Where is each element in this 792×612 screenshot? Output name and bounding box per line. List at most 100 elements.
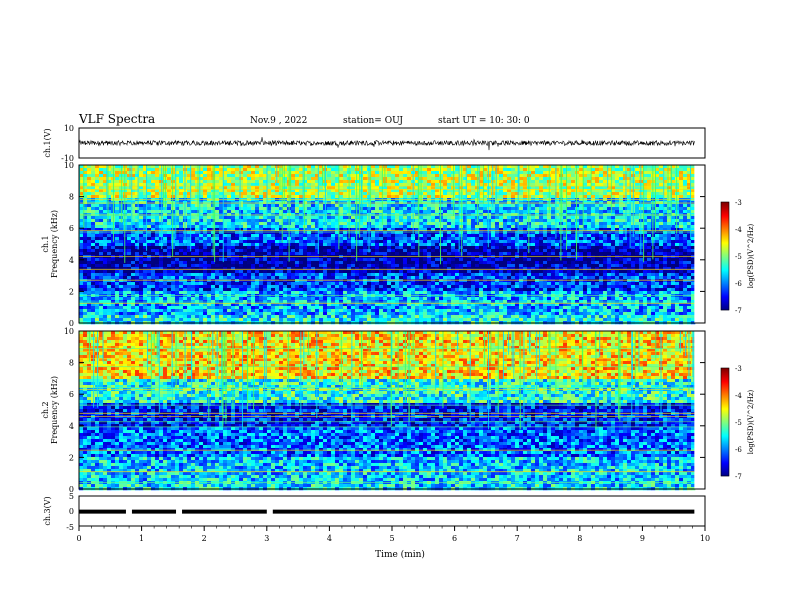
spectrogram-cell xyxy=(327,180,332,184)
spectrogram-cell xyxy=(279,234,284,238)
spectrogram-cell xyxy=(203,219,208,223)
spectrogram-cell xyxy=(311,243,316,247)
spectrogram-cell xyxy=(555,237,560,241)
spectrogram-cell xyxy=(167,249,172,253)
spectrogram-cell xyxy=(691,240,696,244)
spectrogram-cell xyxy=(431,171,436,175)
spectrogram-cell xyxy=(427,177,432,181)
spectrogram-cell xyxy=(671,228,676,232)
spectrogram-cell xyxy=(187,186,192,190)
spectrogram-cell xyxy=(503,258,508,262)
spectrogram-cell xyxy=(547,219,552,223)
spectrogram-cell xyxy=(315,183,320,187)
spectrogram-cell xyxy=(355,171,360,175)
spectrogram-cell xyxy=(503,189,508,193)
spectrogram-cell xyxy=(511,165,516,169)
spectrogram-cell xyxy=(243,240,248,244)
spectrogram-cell xyxy=(187,189,192,193)
spectrogram-cell xyxy=(587,195,592,199)
spectrogram-cell xyxy=(619,204,624,208)
spectrogram-cell xyxy=(343,165,348,169)
spectrogram-cell xyxy=(147,204,152,208)
spectrogram-cell xyxy=(159,228,164,232)
spectrogram-cell xyxy=(531,207,536,211)
spectrogram-cell xyxy=(243,243,248,247)
spectrogram-cell xyxy=(539,216,544,220)
spectrogram-cell xyxy=(103,183,108,187)
spectrogram-cell xyxy=(375,228,380,232)
spectrogram-cell xyxy=(319,204,324,208)
spectrogram-cell xyxy=(167,258,172,262)
spectrogram-cell xyxy=(431,165,436,169)
spectrogram-cell xyxy=(263,174,268,178)
spectrogram-cell xyxy=(591,207,596,211)
spectrogram-cell xyxy=(103,195,108,199)
spectrogram-cell xyxy=(651,258,656,262)
spectrogram-cell xyxy=(331,174,336,178)
spectrogram-cell xyxy=(627,171,632,175)
spectrogram-cell xyxy=(343,204,348,208)
spectrogram-cell xyxy=(231,219,236,223)
spectrogram-cell xyxy=(379,168,384,172)
spectrogram-cell xyxy=(375,243,380,247)
spectrogram-cell xyxy=(291,234,296,238)
spectrogram-cell xyxy=(463,177,468,181)
spectrogram-cell xyxy=(87,243,92,247)
spectrogram-cell xyxy=(391,234,396,238)
spectrogram-cell xyxy=(595,207,600,211)
spectrogram-cell xyxy=(471,195,476,199)
spectrogram-cell xyxy=(423,192,428,196)
spectrogram-cell xyxy=(291,228,296,232)
spectrogram-cell xyxy=(483,183,488,187)
spectrogram-cell xyxy=(371,186,376,190)
spectrogram-cell xyxy=(599,189,604,193)
spectrogram-cell xyxy=(359,249,364,253)
spectrogram-cell xyxy=(219,207,224,211)
spectrogram-cell xyxy=(391,237,396,241)
spectrogram-cell xyxy=(611,180,616,184)
spectrogram-cell xyxy=(279,216,284,220)
spectrogram-cell xyxy=(611,210,616,214)
spectrogram-cell xyxy=(203,225,208,229)
spectrogram-cell xyxy=(203,165,208,169)
spectrogram-cell xyxy=(563,174,568,178)
spectrogram-cell xyxy=(571,222,576,226)
spectrogram-cell xyxy=(499,243,504,247)
spectrogram-cell xyxy=(599,249,604,253)
spectrogram-cell xyxy=(127,216,132,220)
spectrogram-cell xyxy=(103,252,108,256)
spectrogram-cell xyxy=(607,168,612,172)
spectrogram-cell xyxy=(567,183,572,187)
spectrogram-cell xyxy=(635,180,640,184)
spectrogram-cell xyxy=(583,237,588,241)
spectrogram-cell xyxy=(571,231,576,235)
spectrogram-cell xyxy=(455,249,460,253)
spectrogram-cell xyxy=(263,240,268,244)
spectrogram-cell xyxy=(591,177,596,181)
spectrogram-cell xyxy=(239,240,244,244)
spectrogram-cell xyxy=(191,258,196,262)
spectrogram-cell xyxy=(483,180,488,184)
spectrogram-cell xyxy=(231,234,236,238)
spectrogram-cell xyxy=(499,165,504,169)
spectrogram-cell xyxy=(591,237,596,241)
spectrogram-cell xyxy=(339,207,344,211)
spectrogram-cell xyxy=(679,246,684,250)
spectrogram-cell xyxy=(567,180,572,184)
spectrogram-cell xyxy=(635,171,640,175)
spectrogram-cell xyxy=(443,165,448,169)
spectrogram-cell xyxy=(375,225,380,229)
spectrogram-cell xyxy=(395,168,400,172)
spectrogram-cell xyxy=(667,237,672,241)
spectrogram-cell xyxy=(611,228,616,232)
spectrogram-cell xyxy=(471,228,476,232)
spectrogram-cell xyxy=(443,192,448,196)
spectrogram-cell xyxy=(187,240,192,244)
spectrogram-cell xyxy=(427,228,432,232)
spectrogram-cell xyxy=(87,174,92,178)
spectrogram-cell xyxy=(675,234,680,238)
spectrogram-cell xyxy=(155,186,160,190)
spectrogram-cell xyxy=(671,249,676,253)
spectrogram-cell xyxy=(571,228,576,232)
spectrogram-cell xyxy=(615,252,620,256)
